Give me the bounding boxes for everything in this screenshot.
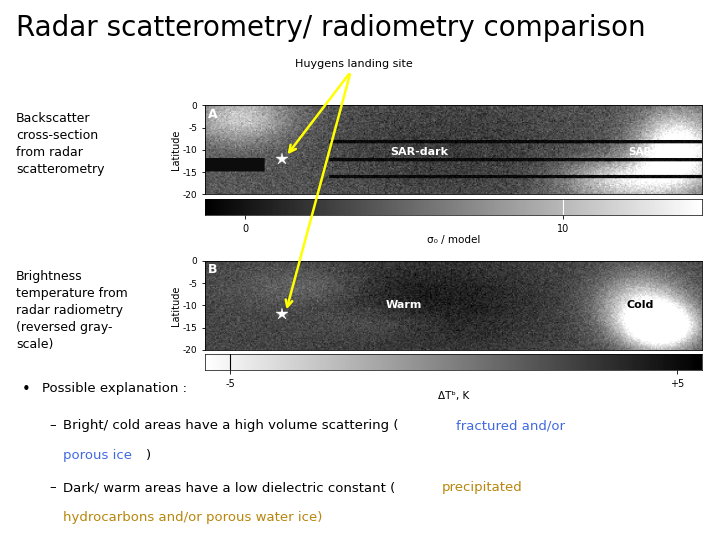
Text: ): ) [146, 449, 151, 462]
Text: Dark/ warm areas have a low dielectric constant (: Dark/ warm areas have a low dielectric c… [63, 481, 395, 494]
Text: –: – [49, 481, 55, 494]
Text: SAR-dark: SAR-dark [390, 147, 448, 157]
Y-axis label: Latitude: Latitude [171, 285, 181, 326]
Text: Backscatter
cross-section
from radar
scatterometry: Backscatter cross-section from radar sca… [16, 112, 104, 177]
Text: Cold: Cold [626, 300, 654, 310]
Text: porous ice: porous ice [63, 449, 132, 462]
Text: B: B [207, 264, 217, 276]
Text: Bright/ cold areas have a high volume scattering (: Bright/ cold areas have a high volume sc… [63, 419, 399, 432]
Text: Possible explanation :: Possible explanation : [42, 382, 186, 395]
Text: SAR-bright: SAR-bright [628, 147, 692, 157]
Text: Warm: Warm [386, 300, 422, 310]
Text: A: A [207, 108, 217, 121]
Text: Huygens landing site: Huygens landing site [295, 58, 413, 69]
Text: precipitated: precipitated [441, 481, 522, 494]
X-axis label: σ₀ / model: σ₀ / model [427, 235, 480, 245]
Text: –: – [49, 419, 55, 432]
X-axis label: ΔTᵇ, K: ΔTᵇ, K [438, 391, 469, 401]
Text: fractured and/or: fractured and/or [456, 419, 564, 432]
Text: Brightness
temperature from
radar radiometry
(reversed gray-
scale): Brightness temperature from radar radiom… [16, 270, 127, 352]
Text: Radar scatterometry/ radiometry comparison: Radar scatterometry/ radiometry comparis… [16, 14, 645, 42]
Y-axis label: Latitude: Latitude [171, 130, 181, 170]
Text: •: • [22, 382, 30, 397]
Text: hydrocarbons and/or porous water ice): hydrocarbons and/or porous water ice) [63, 511, 323, 524]
